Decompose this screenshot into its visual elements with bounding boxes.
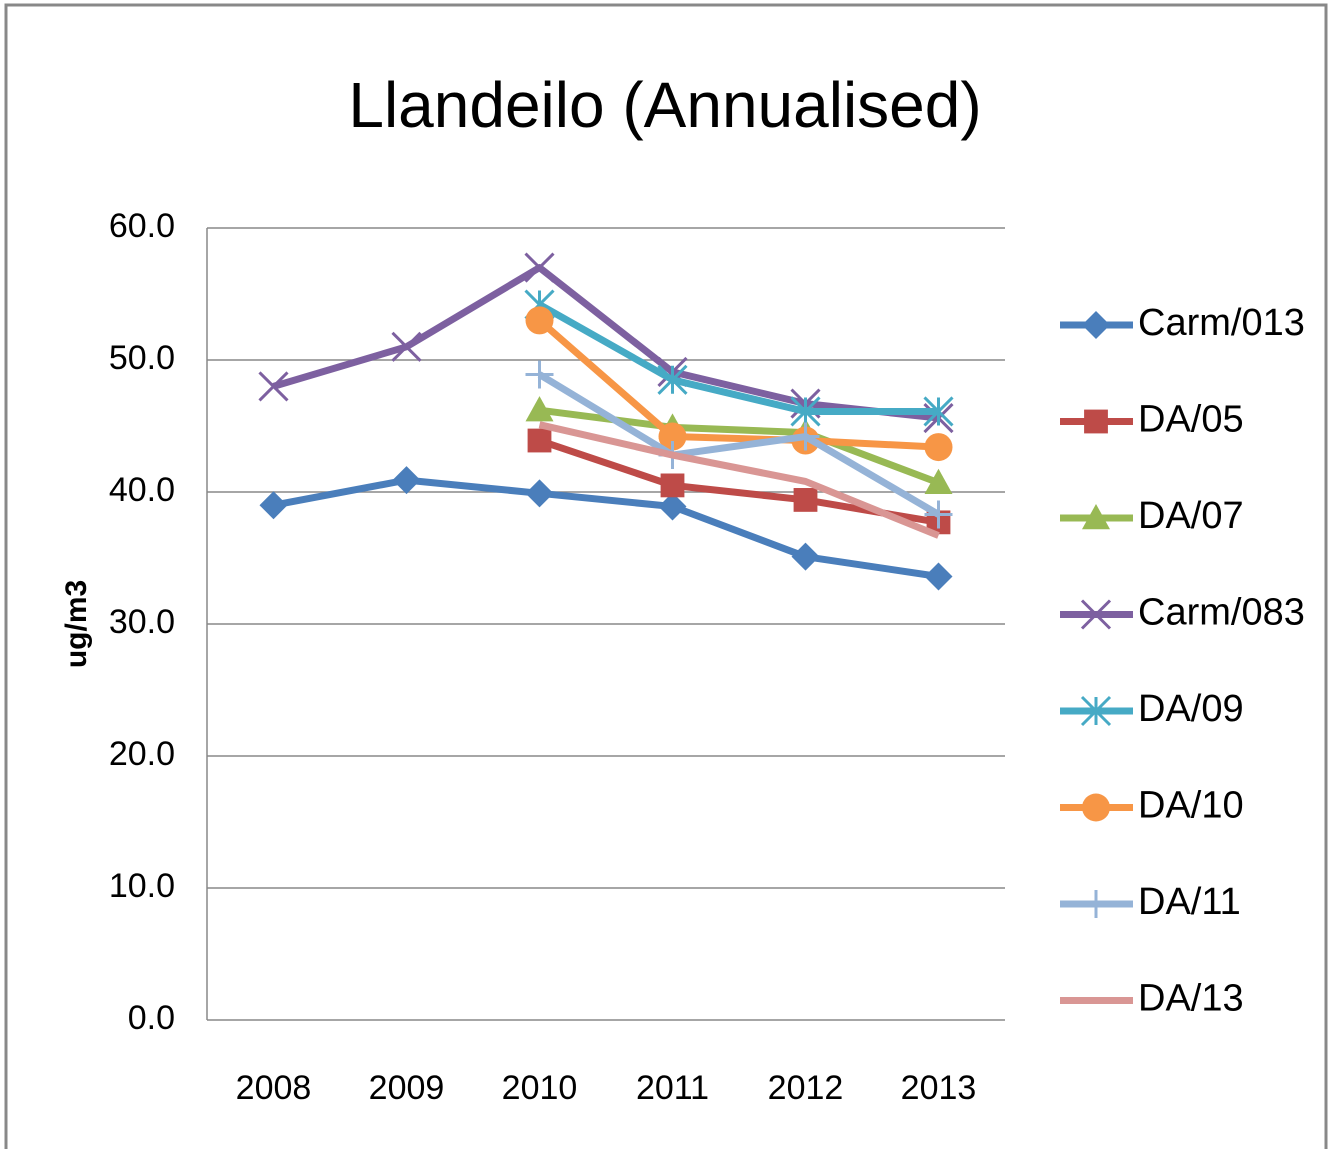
legend-label: DA/05: [1138, 399, 1244, 441]
marker: [525, 306, 554, 335]
marker: [525, 479, 554, 508]
marker: [524, 252, 555, 283]
marker: [525, 360, 554, 389]
marker: [527, 428, 552, 453]
marker: [658, 492, 687, 521]
marker: [923, 396, 954, 427]
series-line: [538, 421, 940, 539]
series-line: [537, 301, 939, 415]
legend-label: DA/11: [1138, 881, 1241, 923]
marker: [391, 331, 422, 362]
legend-label: DA/09: [1138, 688, 1244, 730]
marker: [793, 488, 818, 512]
x-tick-label: 2012: [768, 1069, 844, 1107]
marker: [791, 542, 820, 571]
y-tick-label: 20.0: [109, 735, 175, 773]
legend-label: DA/07: [1138, 495, 1244, 537]
marker: [924, 468, 953, 494]
legend-marker: [1082, 890, 1110, 918]
marker: [924, 433, 953, 462]
y-tick-label: 30.0: [109, 603, 175, 641]
series-line: [272, 264, 939, 422]
marker: [924, 562, 953, 591]
marker: [660, 473, 685, 498]
legend-label: Carm/083: [1138, 592, 1305, 634]
marker: [525, 396, 554, 422]
legend-marker: [1084, 409, 1108, 434]
chart-title: Llandeilo (Annualised): [348, 69, 981, 141]
marker: [791, 422, 820, 451]
legend-marker: [1080, 599, 1112, 630]
legend-label: DA/13: [1138, 978, 1244, 1020]
marker: [924, 500, 953, 529]
y-axis-label: ug/m3: [60, 580, 93, 668]
legend-marker: [1082, 793, 1110, 822]
series-line: [537, 317, 939, 451]
x-tick-label: 2013: [901, 1069, 977, 1107]
marker: [258, 371, 289, 402]
chart-frame: [4, 3, 1328, 1149]
legend-marker: [1080, 695, 1112, 727]
legend-marker: [1082, 504, 1110, 530]
x-tick-label: 2011: [636, 1069, 709, 1107]
x-tick-label: 2009: [369, 1069, 445, 1107]
legend-label: DA/10: [1138, 785, 1244, 827]
marker: [790, 396, 821, 427]
y-tick-label: 60.0: [109, 207, 175, 245]
y-tick-label: 40.0: [109, 471, 175, 509]
y-tick-label: 10.0: [109, 867, 175, 905]
series-line: [537, 371, 941, 518]
legend-label: Carm/013: [1138, 302, 1305, 344]
marker: [658, 422, 687, 451]
legend-marker: [1082, 311, 1110, 339]
marker: [392, 466, 421, 495]
marker: [657, 364, 688, 395]
y-tick-label: 50.0: [109, 339, 175, 377]
y-tick-label: 0.0: [128, 999, 175, 1037]
series-line: [272, 476, 940, 580]
x-tick-label: 2010: [502, 1069, 578, 1107]
x-tick-label: 2008: [236, 1069, 312, 1107]
marker: [259, 491, 288, 520]
